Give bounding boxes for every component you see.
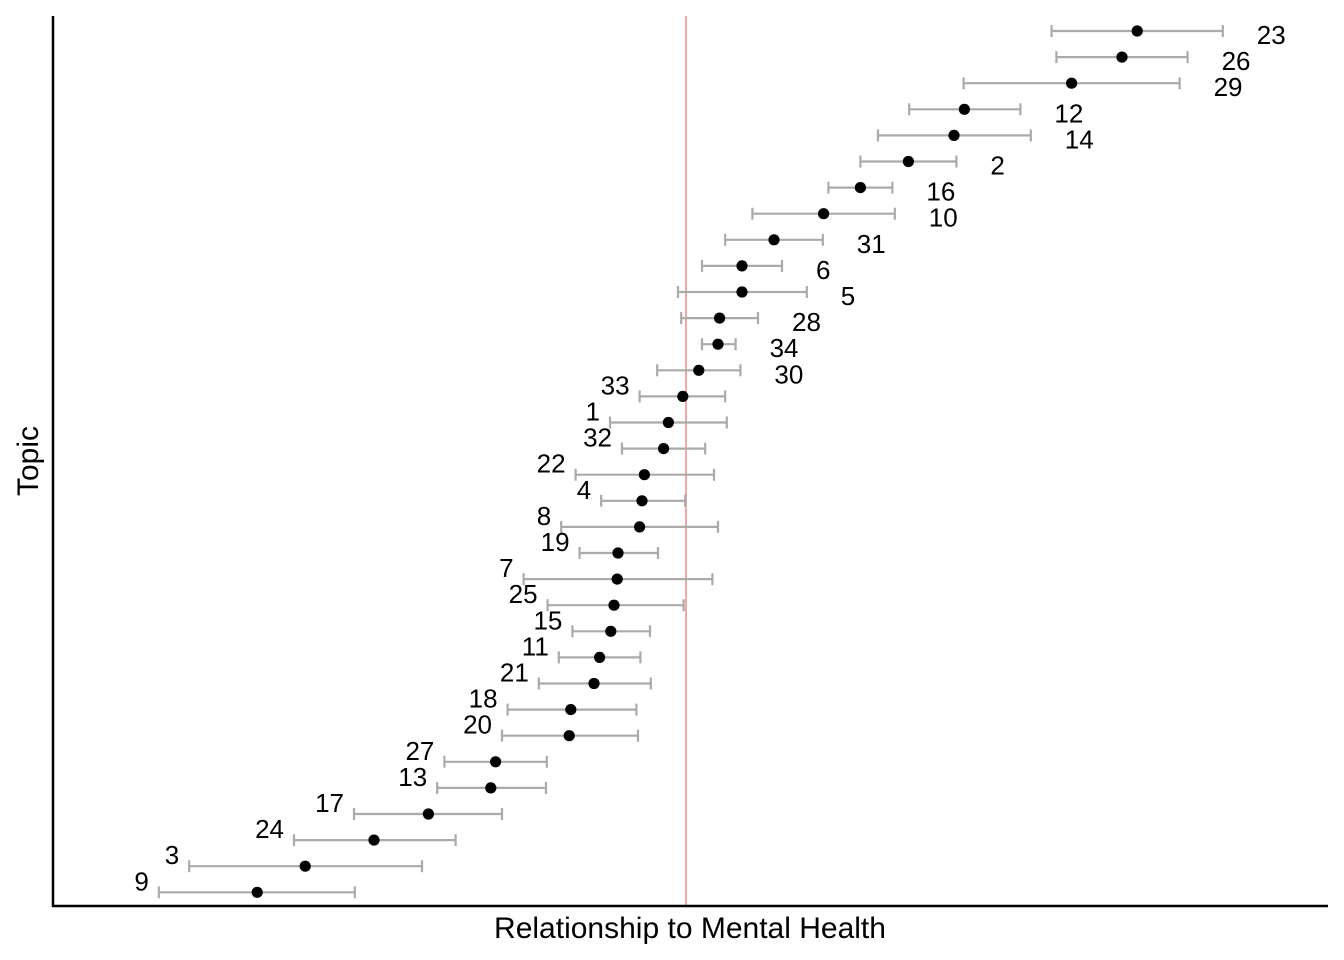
topic-label-7: 7 xyxy=(499,553,513,583)
point-topic-14 xyxy=(948,129,960,141)
point-topic-30 xyxy=(693,364,705,376)
point-topic-6 xyxy=(736,260,748,272)
point-topic-19 xyxy=(612,547,624,559)
topic-label-4: 4 xyxy=(577,475,591,505)
point-topic-32 xyxy=(658,443,670,455)
point-topic-11 xyxy=(594,651,606,664)
point-topic-28 xyxy=(714,312,726,324)
x-axis-title: Relationship to Mental Health xyxy=(494,912,886,945)
topic-label-28: 28 xyxy=(792,307,821,337)
topic-label-3: 3 xyxy=(165,840,179,870)
point-topic-4 xyxy=(636,495,648,507)
point-topic-25 xyxy=(608,599,620,611)
point-topic-15 xyxy=(605,625,617,637)
point-topic-10 xyxy=(818,208,830,220)
topic-label-20: 20 xyxy=(463,710,492,740)
point-topic-27 xyxy=(490,756,502,768)
point-topic-9 xyxy=(251,886,263,898)
point-topic-31 xyxy=(768,234,780,246)
point-topic-29 xyxy=(1066,77,1078,89)
topic-label-31: 31 xyxy=(857,229,886,259)
topic-label-16: 16 xyxy=(926,177,955,207)
point-topic-22 xyxy=(638,469,651,481)
topic-label-23: 23 xyxy=(1257,20,1286,50)
point-topic-7 xyxy=(611,573,623,585)
point-topic-13 xyxy=(485,782,497,794)
topic-label-14: 14 xyxy=(1065,124,1094,154)
point-topic-16 xyxy=(854,182,867,194)
point-topic-33 xyxy=(677,390,689,402)
topic-label-13: 13 xyxy=(398,762,427,792)
topic-label-33: 33 xyxy=(601,370,630,400)
topic-label-8: 8 xyxy=(537,501,551,531)
topic-label-17: 17 xyxy=(315,788,344,818)
topic-label-24: 24 xyxy=(255,814,284,844)
topic-label-2: 2 xyxy=(990,151,1004,181)
y-axis-title: Topic xyxy=(12,426,45,496)
topic-label-1: 1 xyxy=(586,397,600,427)
point-topic-34 xyxy=(712,338,724,350)
topic-label-9: 9 xyxy=(134,866,148,896)
point-topic-23 xyxy=(1131,25,1143,37)
point-topic-8 xyxy=(634,521,646,533)
point-topic-3 xyxy=(299,860,311,872)
topic-label-19: 19 xyxy=(541,527,570,557)
topic-label-30: 30 xyxy=(774,359,803,389)
topic-label-5: 5 xyxy=(841,281,855,311)
topic-label-15: 15 xyxy=(533,605,562,635)
point-topic-12 xyxy=(958,103,971,115)
topic-label-26: 26 xyxy=(1222,46,1251,76)
point-topic-1 xyxy=(662,416,675,429)
point-topic-20 xyxy=(563,730,575,742)
topic-label-6: 6 xyxy=(816,255,830,285)
topic-label-25: 25 xyxy=(509,579,538,609)
topic-label-32: 32 xyxy=(583,423,612,453)
point-topic-21 xyxy=(588,677,600,690)
topic-label-12: 12 xyxy=(1054,98,1083,128)
topic-label-10: 10 xyxy=(929,203,958,233)
topic-label-27: 27 xyxy=(405,736,434,766)
topic-label-11: 11 xyxy=(522,631,549,661)
point-topic-2 xyxy=(902,155,915,168)
point-topic-17 xyxy=(422,808,434,820)
topic-label-22: 22 xyxy=(537,449,566,479)
point-topic-26 xyxy=(1116,51,1128,63)
topic-label-34: 34 xyxy=(770,333,799,363)
topic-label-29: 29 xyxy=(1214,72,1243,102)
point-topic-5 xyxy=(736,286,748,298)
point-topic-18 xyxy=(565,704,577,716)
topic-label-21: 21 xyxy=(500,658,529,688)
point-topic-24 xyxy=(368,834,380,846)
topic-label-18: 18 xyxy=(469,684,498,714)
